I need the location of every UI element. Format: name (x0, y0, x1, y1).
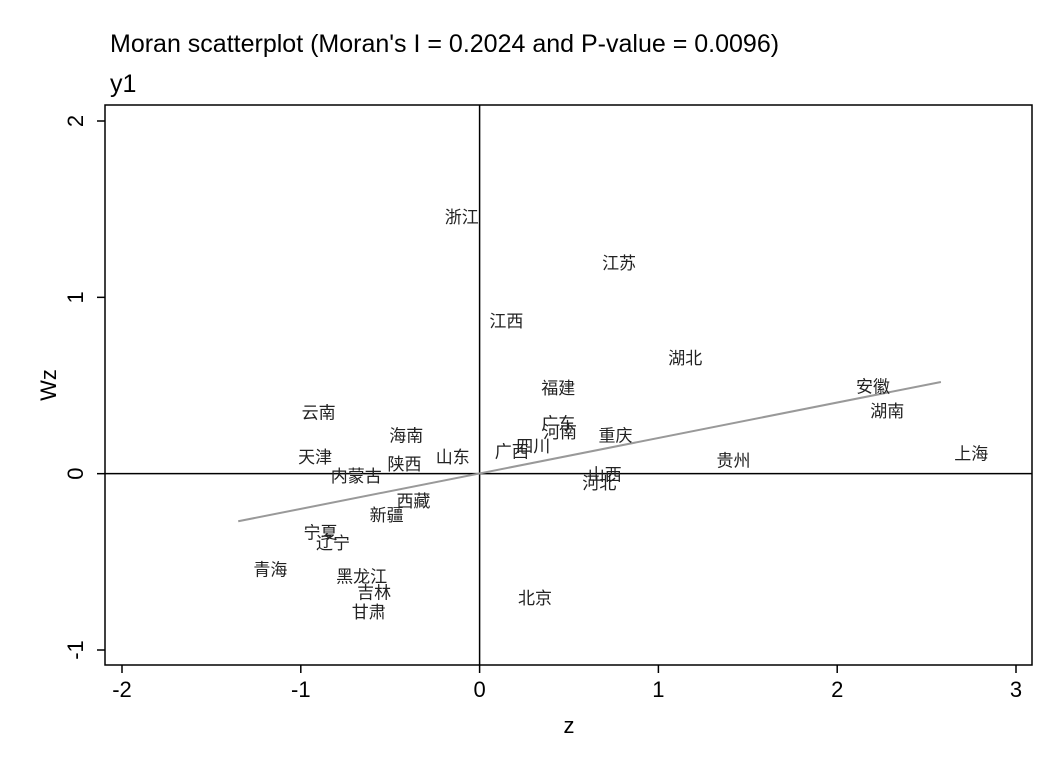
point-label: 重庆 (598, 427, 632, 447)
x-tick-label: 1 (652, 677, 664, 702)
reference-lines (105, 105, 1032, 665)
point-label: 江西 (489, 312, 523, 332)
y-tick-label: 2 (63, 115, 88, 127)
point-label: 宁夏 (303, 524, 337, 544)
point-label: 河南 (543, 423, 577, 443)
point-label: 广西 (495, 443, 529, 463)
point-label: 西藏 (396, 492, 430, 512)
point-label: 湖南 (870, 402, 904, 422)
x-tick-label: 3 (1010, 677, 1022, 702)
axis-ticks: -2 -1 0 1 2 3 -1 0 1 2 (63, 115, 1022, 702)
y-tick-label: -1 (63, 640, 88, 660)
y-tick-label: 0 (63, 468, 88, 480)
point-label: 福建 (541, 379, 575, 399)
point-label: 陕西 (388, 455, 422, 475)
point-label: 上海 (954, 444, 988, 464)
point-label: 吉林 (357, 584, 391, 604)
point-label: 天津 (298, 448, 332, 468)
point-label: 广东 (541, 414, 575, 434)
point-label: 四川 (516, 437, 550, 457)
fit-line-group (238, 380, 942, 523)
point-label: 河北 (582, 474, 616, 494)
x-tick-label: 2 (831, 677, 843, 702)
point-label: 北京 (518, 589, 552, 609)
point-label: 内蒙古 (331, 467, 382, 487)
point-label: 山西 (588, 465, 622, 485)
point-label: 安徽 (856, 377, 890, 397)
x-tick-label: -2 (112, 677, 132, 702)
chart-subtitle: y1 (110, 70, 137, 98)
point-label: 浙江 (445, 208, 479, 228)
point-label: 黑龙江 (336, 568, 387, 588)
y-axis-label: Wz (36, 369, 61, 401)
point-label: 贵州 (716, 451, 750, 471)
point-label: 辽宁 (316, 534, 350, 554)
point-label: 新疆 (370, 506, 404, 526)
y-tick-label: 1 (63, 291, 88, 303)
point-label: 湖北 (668, 349, 702, 369)
plot-frame (104, 104, 1033, 666)
point-label: 云南 (302, 404, 336, 424)
point-label: 青海 (253, 561, 287, 581)
regression-line (238, 380, 942, 523)
x-axis-label: z (564, 713, 575, 738)
x-tick-label: -1 (291, 677, 311, 702)
point-label: 江苏 (602, 254, 636, 274)
point-label: 海南 (389, 427, 423, 447)
point-label: 甘肃 (352, 603, 386, 623)
point-label: 山东 (436, 448, 470, 468)
x-tick-label: 0 (473, 677, 485, 702)
chart-title: Moran scatterplot (Moran's I = 0.2024 an… (110, 30, 780, 58)
